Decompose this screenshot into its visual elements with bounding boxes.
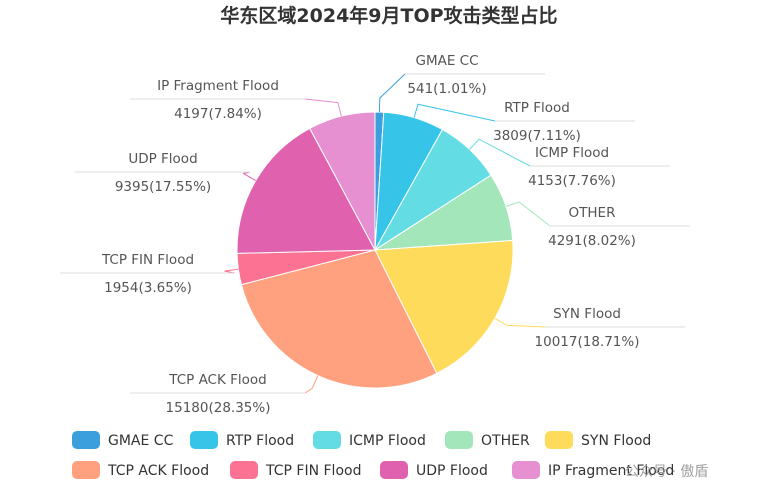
slice-label-value: 1954(3.65%)	[104, 280, 192, 296]
pie-slice-syn-flood[interactable]	[374, 239, 514, 375]
legend-swatch	[380, 461, 408, 479]
leader-line-udp-flood	[242, 171, 256, 182]
watermark-text: 公众号 · 傲盾	[625, 464, 708, 480]
leader-line-rtp-flood	[413, 103, 496, 122]
leader-line-icmp-flood	[469, 138, 531, 167]
slice-label-name: RTP Flood	[504, 100, 570, 116]
slice-label-name: GMAE CC	[415, 53, 478, 69]
slice-label-name: OTHER	[569, 205, 616, 221]
legend-label: SYN Flood	[581, 433, 651, 449]
chart-title: 华东区域2024年9月TOP攻击类型占比	[220, 4, 557, 27]
slice-label-value: 9395(17.55%)	[115, 179, 211, 195]
slice-label-name: SYN Flood	[553, 306, 621, 322]
legend-swatch	[545, 431, 573, 449]
leader-line-tcp-ack-flood	[304, 375, 319, 394]
slice-label-name: TCP ACK Flood	[168, 372, 267, 388]
legend-swatch	[230, 461, 258, 479]
slice-label-name: IP Fragment Flood	[157, 78, 279, 94]
legend-swatch	[313, 431, 341, 449]
leader-line-other	[505, 201, 551, 227]
slice-labels: GMAE CC 541(1.01%) RTP Flood 3809(7.11%)ICM…	[60, 53, 690, 416]
legend-item-udp-flood[interactable]: UDP Flood	[380, 461, 488, 479]
legend-swatch	[190, 431, 218, 449]
legend-item-icmp-flood[interactable]: ICMP Flood	[313, 431, 426, 449]
slice-label-value: 4197(7.84%)	[174, 106, 262, 122]
leader-line-gmae-cc	[378, 73, 406, 113]
legend-label: OTHER	[481, 433, 530, 449]
pie-slice-ip-fragment-flood[interactable]	[309, 111, 376, 251]
legend-item-ip-fragment-flood[interactable]: IP Fragment Flood	[512, 461, 674, 479]
legend-item-syn-flood[interactable]: SYN Flood	[545, 431, 651, 449]
slice-label-value: 3809(7.11%)	[493, 128, 581, 144]
legend-label: TCP ACK Flood	[107, 463, 209, 479]
pie-slice-udp-flood[interactable]	[236, 127, 376, 254]
legend-swatch	[512, 461, 540, 479]
legend-label: RTP Flood	[226, 433, 294, 449]
slice-label-value: 10017(18.71%)	[535, 334, 640, 350]
legend-label: UDP Flood	[416, 463, 488, 479]
legend-item-other[interactable]: OTHER	[445, 431, 530, 449]
slice-label-name: ICMP Flood	[535, 145, 609, 161]
legend-item-tcp-fin-flood[interactable]: TCP FIN Flood	[230, 461, 361, 479]
slice-label-value: 4153(7.76%)	[528, 173, 616, 189]
pie-slices	[236, 111, 514, 389]
legend-swatch	[72, 431, 100, 449]
slice-label-value: 541(1.01%)	[407, 81, 486, 97]
leader-line-tcp-fin-flood	[224, 268, 239, 274]
legend-item-gmae-cc[interactable]: GMAE CC	[72, 431, 174, 449]
slice-label-value: 15180(28.35%)	[166, 400, 271, 416]
slice-label-value: 4291(8.02%)	[548, 233, 636, 249]
legend-swatch	[72, 461, 100, 479]
leader-line-syn-flood	[494, 317, 546, 328]
slice-label-name: TCP FIN Flood	[101, 252, 194, 268]
legend-label: ICMP Flood	[349, 433, 426, 449]
leader-line-ip-fragment-flood	[304, 98, 342, 117]
legend-label: TCP FIN Flood	[265, 463, 361, 479]
legend-item-rtp-flood[interactable]: RTP Flood	[190, 431, 294, 449]
legend-label: GMAE CC	[108, 433, 174, 449]
legend: GMAE CC RTP Flood ICMP Flood OTHER SYN Flood…	[72, 431, 674, 479]
legend-label: IP Fragment Flood	[548, 463, 674, 479]
slice-label-name: UDP Flood	[128, 151, 197, 167]
legend-item-tcp-ack-flood[interactable]: TCP ACK Flood	[72, 461, 209, 479]
legend-swatch	[445, 431, 473, 449]
